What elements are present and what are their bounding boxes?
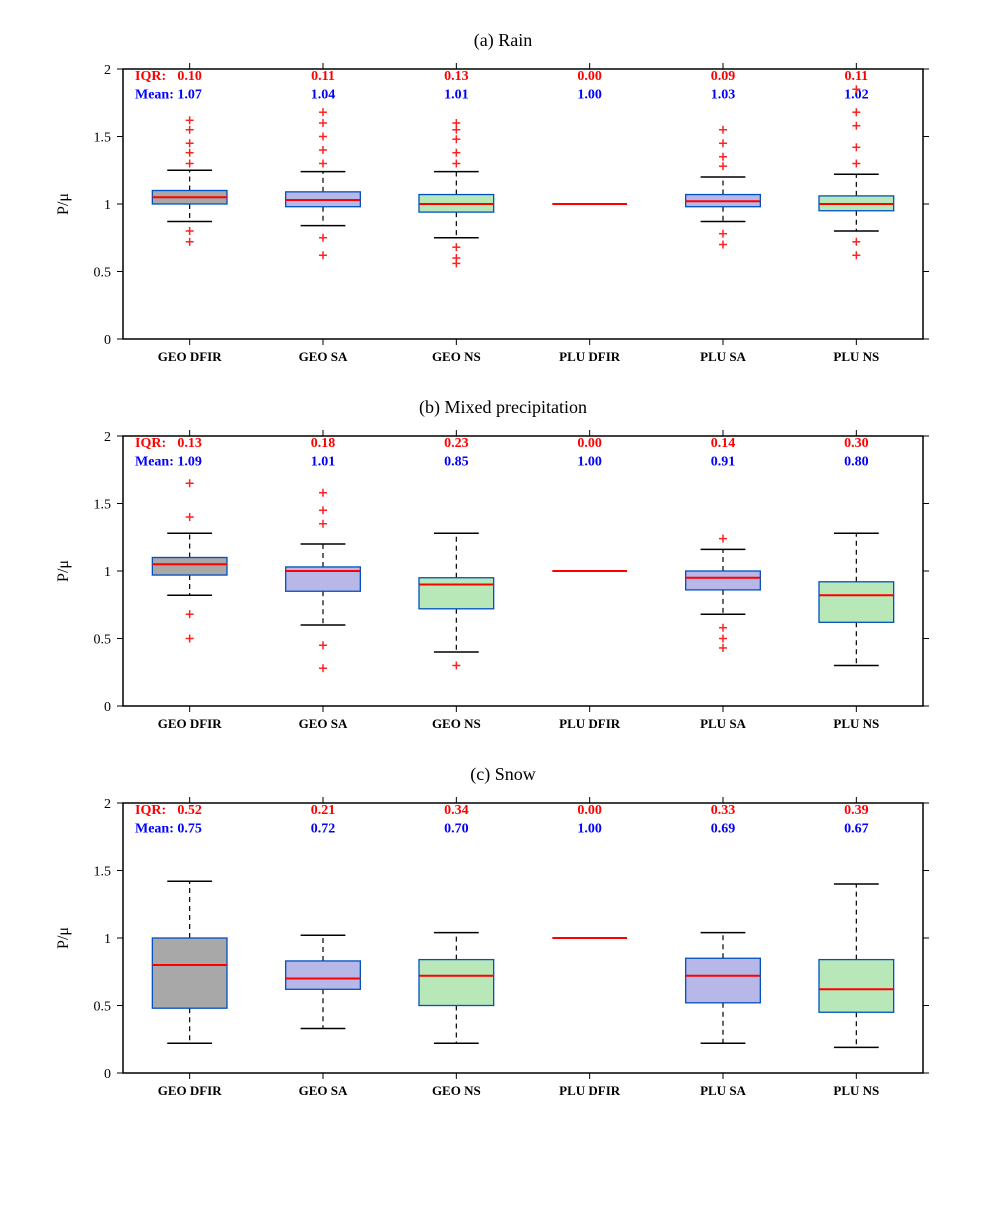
box: [819, 582, 894, 623]
mean-value: 0.69: [711, 822, 736, 837]
box: [152, 938, 227, 1008]
box: [419, 960, 494, 1006]
ytick-label: 2: [104, 797, 111, 812]
ytick-label: 1.5: [94, 131, 112, 146]
mean-value: 1.01: [444, 88, 469, 103]
box: [286, 961, 361, 989]
ytick-label: 0: [104, 1067, 111, 1082]
mean-value: 0.67: [844, 822, 869, 837]
iqr-value: 0.00: [577, 803, 602, 818]
iqr-value: 0.18: [311, 436, 336, 451]
mean-value: 0.80: [844, 455, 869, 470]
iqr-header: IQR:: [135, 803, 166, 818]
mean-value: 1.09: [177, 455, 202, 470]
box: [419, 578, 494, 609]
box: [686, 571, 761, 590]
iqr-value: 0.33: [711, 803, 736, 818]
ytick-label: 1.5: [94, 865, 112, 880]
iqr-value: 0.52: [177, 803, 202, 818]
panel-title: (c) Snow: [20, 764, 986, 785]
panel-title: (a) Rain: [20, 30, 986, 51]
iqr-value: 0.09: [711, 69, 736, 84]
xtick-label: GEO DFIR: [158, 716, 223, 731]
mean-value: 1.00: [577, 88, 602, 103]
xtick-label: GEO SA: [299, 716, 348, 731]
iqr-value: 0.00: [577, 436, 602, 451]
xtick-label: GEO NS: [432, 1083, 481, 1098]
mean-value: 0.72: [311, 822, 336, 837]
ytick-label: 1.5: [94, 498, 112, 513]
xtick-label: GEO NS: [432, 349, 481, 364]
xtick-label: PLU SA: [700, 349, 746, 364]
yaxis-label: P/μ: [55, 927, 72, 949]
boxplot-chart: 0 0.5 1 1.5 2 P/μ IQR: Mean: GEO DFIR 0.13 1.09 GEO…: [43, 426, 963, 746]
iqr-value: 0.21: [311, 803, 336, 818]
xtick-label: GEO DFIR: [158, 349, 223, 364]
mean-header: Mean:: [135, 455, 174, 470]
xtick-label: GEO DFIR: [158, 1083, 223, 1098]
panel-title: (b) Mixed precipitation: [20, 397, 986, 418]
mean-value: 0.91: [711, 455, 736, 470]
mean-value: 1.04: [311, 88, 336, 103]
yaxis-label: P/μ: [55, 193, 72, 215]
iqr-value: 0.23: [444, 436, 469, 451]
boxplot-chart: 0 0.5 1 1.5 2 P/μ IQR: Mean: GEO DFIR 0.52 0.75 GEO…: [43, 793, 963, 1113]
xtick-label: GEO NS: [432, 716, 481, 731]
xtick-label: PLU SA: [700, 716, 746, 731]
mean-header: Mean:: [135, 822, 174, 837]
iqr-value: 0.00: [577, 69, 602, 84]
mean-value: 1.01: [311, 455, 336, 470]
xtick-label: PLU DFIR: [559, 716, 621, 731]
ytick-label: 1: [104, 565, 111, 580]
iqr-value: 0.34: [444, 803, 469, 818]
mean-value: 1.07: [177, 88, 202, 103]
ytick-label: 0.5: [94, 1000, 112, 1015]
iqr-value: 0.39: [844, 803, 869, 818]
mean-value: 1.00: [577, 822, 602, 837]
ytick-label: 0.5: [94, 266, 112, 281]
ytick-label: 0: [104, 700, 111, 715]
iqr-header: IQR:: [135, 69, 166, 84]
mean-value: 1.03: [711, 88, 736, 103]
xtick-label: PLU NS: [833, 716, 879, 731]
iqr-value: 0.30: [844, 436, 869, 451]
box: [152, 558, 227, 576]
mean-value: 1.00: [577, 455, 602, 470]
ytick-label: 0: [104, 333, 111, 348]
xtick-label: PLU DFIR: [559, 1083, 621, 1098]
yaxis-label: P/μ: [55, 560, 72, 582]
mean-value: 0.85: [444, 455, 469, 470]
xtick-label: PLU SA: [700, 1083, 746, 1098]
ytick-label: 1: [104, 198, 111, 213]
xtick-label: GEO SA: [299, 349, 348, 364]
iqr-value: 0.13: [444, 69, 469, 84]
ytick-label: 1: [104, 932, 111, 947]
iqr-value: 0.11: [844, 69, 868, 84]
mean-header: Mean:: [135, 88, 174, 103]
box: [819, 960, 894, 1013]
xtick-label: GEO SA: [299, 1083, 348, 1098]
iqr-header: IQR:: [135, 436, 166, 451]
xtick-label: PLU NS: [833, 349, 879, 364]
boxplot-chart: 0 0.5 1 1.5 2 P/μ IQR: Mean: GEO DFIR 0.10 1.07 GEO…: [43, 59, 963, 379]
iqr-value: 0.13: [177, 436, 202, 451]
iqr-value: 0.11: [311, 69, 335, 84]
mean-value: 0.70: [444, 822, 469, 837]
ytick-label: 2: [104, 63, 111, 78]
xtick-label: PLU NS: [833, 1083, 879, 1098]
xtick-label: PLU DFIR: [559, 349, 621, 364]
box: [686, 958, 761, 1003]
ytick-label: 0.5: [94, 633, 112, 648]
mean-value: 0.75: [177, 822, 202, 837]
ytick-label: 2: [104, 430, 111, 445]
iqr-value: 0.10: [177, 69, 202, 84]
iqr-value: 0.14: [711, 436, 736, 451]
